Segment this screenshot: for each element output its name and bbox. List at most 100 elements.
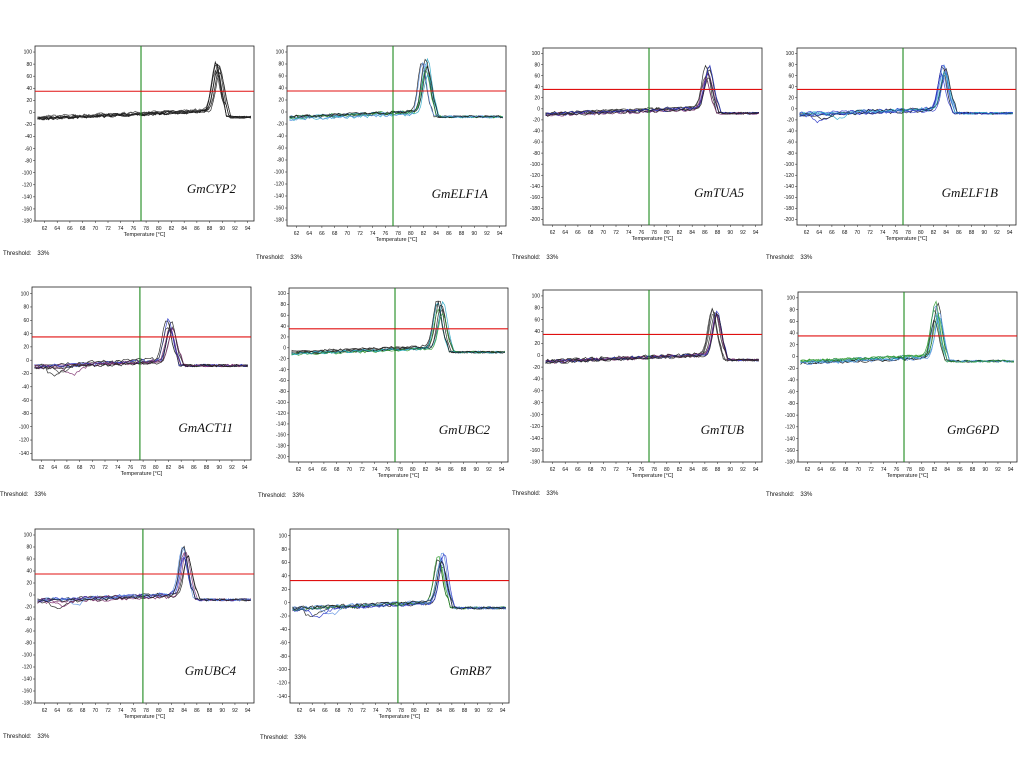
x-tick-label: 92 (232, 708, 238, 714)
y-tick-label: -120 (530, 173, 540, 179)
y-tick-label: -140 (22, 195, 32, 201)
threshold-caption: Threshold: 33% (0, 492, 47, 498)
y-tick-label: 20 (534, 95, 540, 101)
x-tick-label: 62 (296, 467, 302, 473)
x-tick-label: 66 (319, 231, 325, 237)
y-tick-label: -60 (22, 398, 29, 404)
x-tick-label: 70 (856, 467, 862, 473)
x-tick-label: 72 (613, 230, 619, 236)
plot-frame (797, 291, 1018, 463)
x-tick-label: 74 (880, 230, 886, 236)
x-tick-label: 62 (39, 465, 45, 471)
x-tick-label: 90 (727, 230, 733, 236)
x-tick-label: 76 (386, 708, 392, 714)
y-tick-label: 80 (789, 307, 795, 313)
y-tick-label: -60 (533, 389, 540, 395)
x-tick-label: 88 (970, 467, 976, 473)
y-tick-label: 80 (26, 62, 32, 68)
y-tick-label: -80 (25, 158, 32, 164)
x-tick-label: 94 (497, 231, 503, 237)
chart-panel-5: 100 80 60 40 20 0 -20 -40 -60 -80 -100 -120 -140 62 64… (19, 286, 252, 477)
y-tick-label: 0 (537, 107, 540, 113)
x-tick-label: 76 (131, 226, 137, 232)
melt-curve (545, 77, 759, 117)
y-tick-label: -60 (25, 146, 32, 152)
y-tick-label: -40 (22, 385, 29, 391)
melt-curve (545, 64, 759, 116)
x-tick-label: 80 (918, 230, 924, 236)
y-tick-label: 60 (788, 73, 794, 79)
x-tick-label: 94 (245, 226, 251, 232)
x-tick-label: 68 (80, 708, 86, 714)
y-tick-label: -100 (276, 400, 286, 406)
melt-curve (799, 72, 1013, 117)
y-tick-label: -60 (25, 629, 32, 635)
plot-frame (289, 528, 510, 704)
y-tick-label: 80 (534, 305, 540, 311)
x-tick-label: 68 (588, 467, 594, 473)
x-tick-label: 78 (906, 467, 912, 473)
y-tick-label: -100 (785, 413, 795, 419)
x-tick-label: 92 (232, 226, 238, 232)
x-tick-label: 66 (829, 230, 835, 236)
x-axis-label: Temperature [°C] (379, 714, 421, 720)
x-tick-label: 90 (474, 708, 480, 714)
y-tick-label: -120 (22, 665, 32, 671)
y-tick-label: -20 (25, 122, 32, 128)
x-tick-label: 64 (817, 467, 823, 473)
y-tick-label: -40 (787, 129, 794, 135)
y-tick-label: 100 (278, 291, 287, 297)
x-axis-label: Temperature [°C] (121, 471, 163, 477)
y-tick-label: -120 (22, 182, 32, 188)
y-tick-label: -160 (530, 195, 540, 201)
x-tick-label: 80 (410, 467, 416, 473)
x-tick-label: 86 (956, 230, 962, 236)
melt-curve (800, 300, 1014, 363)
y-tick-label: 20 (281, 587, 287, 593)
y-tick-label: 80 (788, 62, 794, 68)
x-tick-label: 90 (219, 708, 225, 714)
y-tick-label: 60 (26, 74, 32, 80)
y-tick-label: -140 (19, 451, 29, 457)
x-tick-label: 74 (372, 467, 378, 473)
melt-curve (37, 60, 251, 121)
x-tick-label: 66 (830, 467, 836, 473)
threshold-caption: Threshold: 33% (3, 734, 50, 740)
x-tick-label: 92 (487, 708, 493, 714)
x-axis-label: Temperature [°C] (632, 473, 674, 479)
melt-curve (545, 313, 759, 364)
x-tick-label: 76 (639, 467, 645, 473)
x-tick-label: 92 (740, 467, 746, 473)
y-tick-label: 60 (278, 74, 284, 80)
y-tick-label: -140 (277, 694, 287, 700)
y-tick-label: -120 (784, 173, 794, 179)
x-tick-label: 72 (359, 467, 365, 473)
x-tick-label: 88 (461, 467, 467, 473)
x-tick-label: 86 (702, 467, 708, 473)
x-tick-label: 80 (153, 465, 159, 471)
y-tick-label: -60 (279, 378, 286, 384)
melt-curve (292, 553, 506, 619)
x-tick-label: 62 (805, 467, 811, 473)
x-tick-label: 86 (957, 467, 963, 473)
x-tick-label: 84 (181, 708, 187, 714)
y-tick-label: -80 (788, 401, 795, 407)
x-tick-label: 80 (664, 230, 670, 236)
threshold-caption: Threshold: 33% (766, 492, 813, 498)
y-tick-label: 20 (26, 581, 32, 587)
y-tick-label: -60 (280, 640, 287, 646)
x-tick-label: 70 (347, 467, 353, 473)
x-tick-label: 88 (207, 708, 213, 714)
y-tick-label: 60 (26, 557, 32, 563)
y-tick-label: -40 (25, 134, 32, 140)
x-tick-label: 82 (677, 467, 683, 473)
x-tick-label: 84 (689, 467, 695, 473)
x-tick-label: 62 (550, 230, 556, 236)
y-tick-label: -140 (22, 677, 32, 683)
y-tick-label: -20 (788, 366, 795, 372)
x-tick-label: 84 (689, 230, 695, 236)
y-tick-label: -80 (279, 389, 286, 395)
y-tick-label: -20 (22, 371, 29, 377)
y-tick-label: 0 (29, 110, 32, 116)
